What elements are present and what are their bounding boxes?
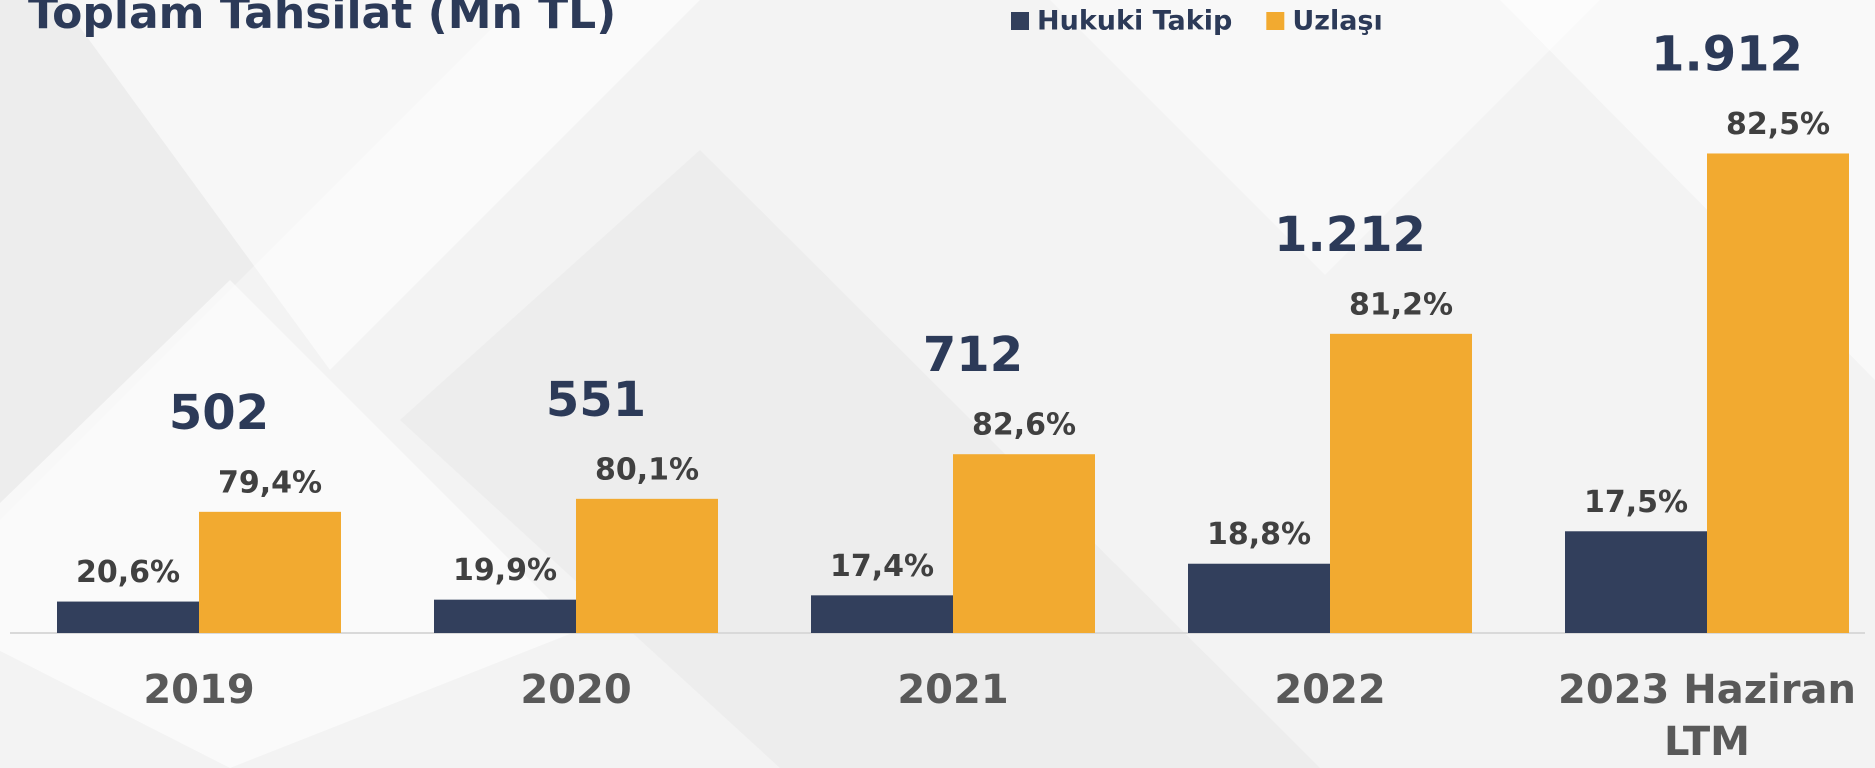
bar xyxy=(1188,563,1330,633)
bar xyxy=(1707,153,1849,633)
total-label: 1.912 xyxy=(1651,26,1803,82)
value-label: 80,1% xyxy=(595,452,699,487)
bar xyxy=(1330,333,1472,633)
x-tick-label: 2023 Haziran LTM xyxy=(1558,667,1856,765)
x-tick-label: 2020 xyxy=(520,667,632,713)
legend-swatch xyxy=(1266,12,1285,30)
x-tick-label: 2019 xyxy=(143,667,255,713)
total-label: 551 xyxy=(546,372,646,428)
bar xyxy=(953,454,1095,633)
total-label: 1.212 xyxy=(1274,207,1426,263)
x-tick-label: 2021 xyxy=(897,667,1009,713)
bar xyxy=(576,498,718,633)
value-label: 19,9% xyxy=(453,553,557,588)
value-label: 17,5% xyxy=(1584,485,1688,520)
value-label: 82,6% xyxy=(972,408,1076,443)
value-label: 18,8% xyxy=(1207,517,1311,552)
value-label: 20,6% xyxy=(76,555,180,590)
bar xyxy=(57,601,199,633)
value-label: 81,2% xyxy=(1349,287,1453,322)
legend-swatch xyxy=(1011,12,1029,30)
bar xyxy=(811,595,953,633)
bar xyxy=(199,511,341,633)
value-label: 82,5% xyxy=(1726,107,1830,142)
total-label: 502 xyxy=(169,385,269,441)
chart-title: Toplam Tahsilat (Mn TL) xyxy=(28,0,616,39)
total-label: 712 xyxy=(923,327,1023,383)
value-label: 17,4% xyxy=(830,549,934,584)
legend-label: Uzlaşı xyxy=(1292,6,1382,37)
bar xyxy=(1565,531,1707,633)
value-label: 79,4% xyxy=(218,465,322,500)
legend-label: Hukuki Takip xyxy=(1037,6,1232,37)
x-tick-label: 2022 xyxy=(1274,667,1386,713)
bar xyxy=(434,599,576,633)
